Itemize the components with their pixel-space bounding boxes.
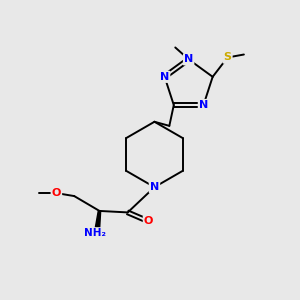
- Polygon shape: [94, 211, 101, 236]
- Text: N: N: [160, 72, 169, 82]
- Text: O: O: [144, 216, 153, 226]
- Text: NH₂: NH₂: [84, 228, 106, 238]
- Text: O: O: [52, 188, 61, 198]
- Text: S: S: [224, 52, 232, 62]
- Text: N: N: [199, 100, 208, 110]
- Text: N: N: [150, 182, 159, 192]
- Text: N: N: [184, 54, 193, 64]
